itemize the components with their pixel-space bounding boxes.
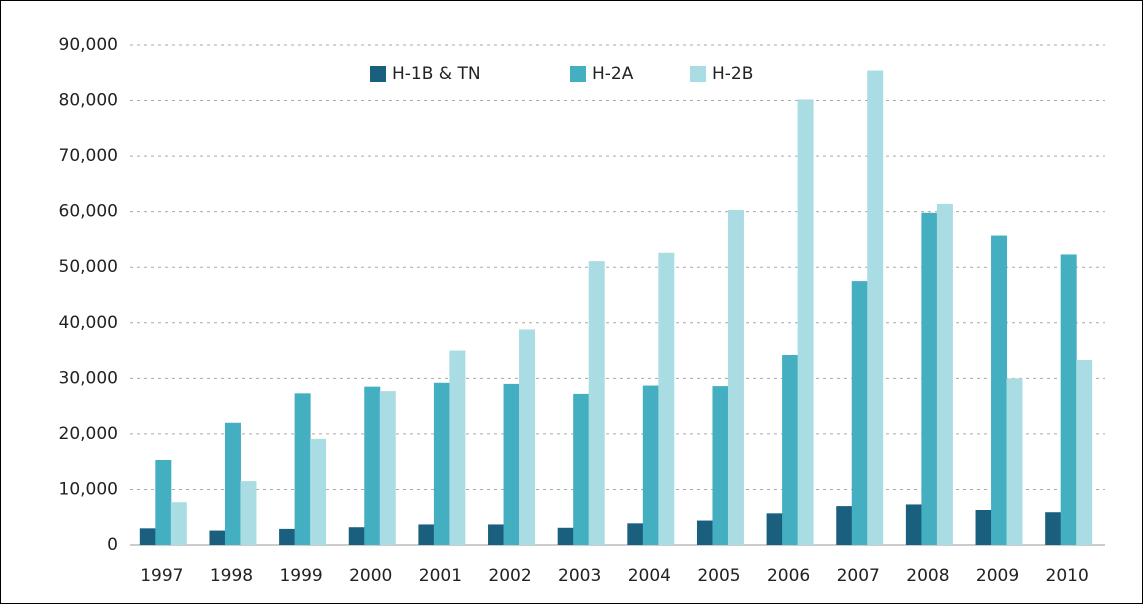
bar (991, 235, 1008, 546)
x-tick-label: 2006 (767, 566, 810, 586)
y-tick-label: 20,000 (59, 424, 118, 444)
bar (519, 329, 536, 545)
bar (712, 386, 729, 545)
bar (836, 506, 853, 545)
bar (449, 350, 466, 545)
bar (139, 528, 156, 545)
legend-swatch (690, 66, 706, 82)
bar (170, 502, 187, 545)
bar (503, 383, 520, 545)
bar (975, 510, 992, 545)
bar (867, 70, 884, 546)
bar (573, 393, 590, 545)
bar (433, 382, 450, 545)
legend-swatch (370, 66, 386, 82)
y-tick-label: 40,000 (59, 313, 118, 333)
legend-label: H-2A (592, 64, 634, 84)
x-tick-label: 2000 (349, 566, 392, 586)
bar (658, 252, 675, 545)
y-tick-label: 70,000 (59, 146, 118, 166)
x-tick-label: 2004 (628, 566, 671, 586)
bar (209, 530, 226, 545)
x-tick-label: 2008 (906, 566, 949, 586)
x-tick-label: 1999 (279, 566, 322, 586)
bar (782, 355, 799, 545)
bar (310, 438, 327, 545)
bar (642, 385, 659, 545)
y-tick-label: 10,000 (59, 479, 118, 499)
bar (588, 261, 605, 545)
y-tick-label: 0 (107, 535, 118, 555)
bar (696, 520, 713, 545)
bar (1060, 254, 1077, 545)
bar (1076, 360, 1093, 545)
x-tick-label: 1997 (140, 566, 183, 586)
bar (851, 281, 868, 545)
x-tick-label: 2005 (697, 566, 740, 586)
x-tick-label: 1998 (210, 566, 253, 586)
x-tick-label: 2007 (837, 566, 880, 586)
x-tick-label: 2001 (419, 566, 462, 586)
x-tick-label: 2009 (976, 566, 1019, 586)
legend-label: H-1B & TN (392, 64, 481, 84)
bar (418, 524, 435, 545)
bar (224, 422, 241, 545)
bar (557, 527, 574, 545)
legend-label: H-2B (712, 64, 753, 84)
bar (627, 523, 644, 545)
bar (348, 527, 365, 545)
bar (488, 524, 505, 545)
bar (279, 528, 296, 545)
x-tick-label: 2003 (558, 566, 601, 586)
bar (797, 99, 814, 545)
bar (1045, 512, 1062, 545)
bar (921, 212, 938, 545)
bar (905, 504, 922, 545)
y-tick-label: 30,000 (59, 368, 118, 388)
legend-swatch (570, 66, 586, 82)
bar (364, 386, 381, 545)
bar (155, 460, 172, 545)
x-tick-label: 2010 (1046, 566, 1089, 586)
y-tick-label: 60,000 (59, 202, 118, 222)
y-tick-label: 50,000 (59, 257, 118, 277)
x-tick-label: 2002 (488, 566, 531, 586)
bar (240, 481, 257, 545)
bar (727, 210, 744, 545)
bar (379, 391, 396, 545)
y-tick-label: 90,000 (59, 35, 118, 55)
y-tick-label: 80,000 (59, 91, 118, 111)
bar (1006, 378, 1023, 545)
bar (936, 203, 953, 545)
bar (766, 513, 783, 545)
bar (294, 393, 311, 545)
